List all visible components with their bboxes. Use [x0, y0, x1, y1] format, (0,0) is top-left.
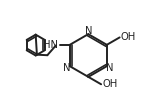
Text: N: N	[63, 63, 71, 73]
Text: N: N	[106, 63, 113, 73]
Text: N: N	[85, 26, 92, 36]
Text: OH: OH	[102, 79, 118, 89]
Text: OH: OH	[121, 32, 136, 42]
Text: HN: HN	[43, 40, 58, 50]
